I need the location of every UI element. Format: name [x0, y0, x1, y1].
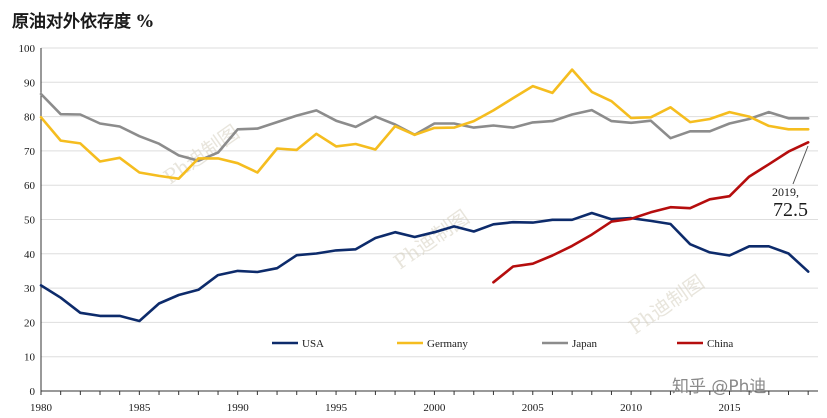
x-tick-label: 1995 [325, 402, 348, 414]
series-line-china [492, 141, 810, 284]
legend-label-germany: Germany [427, 338, 468, 350]
y-tick-label: 100 [19, 43, 36, 55]
legend-label-china: China [707, 338, 733, 350]
annotation-year: 2019, [772, 185, 799, 199]
annotation-value: 72.5 [773, 199, 808, 221]
axes: 0 10 20 30 40 50 60 70 80 90 100 1980 1985 1990 1995 20… [19, 43, 818, 414]
x-tick-label: 1985 [128, 402, 151, 414]
y-tick-label: 0 [30, 386, 36, 398]
x-tick-label: 1990 [227, 402, 250, 414]
x-tick-label: 2010 [620, 402, 643, 414]
chart-title: 原油对外依存度 % [12, 11, 153, 32]
legend-label-japan: Japan [572, 338, 598, 350]
watermark-text: Ph迪制图 [624, 270, 708, 339]
watermark-text: Ph迪制图 [389, 205, 473, 274]
x-tick-label: 2000 [423, 402, 446, 414]
annotation: 2019, 72.5 [772, 145, 809, 221]
y-tick-label: 20 [24, 317, 36, 329]
x-tick-label: 2015 [718, 402, 741, 414]
y-tick-label: 50 [24, 215, 36, 227]
x-tick-label: 2005 [522, 402, 545, 414]
series-line-germany [39, 68, 810, 180]
y-tick-label: 80 [24, 112, 36, 124]
x-tick-label: 1980 [30, 402, 53, 414]
y-tick-label: 30 [24, 283, 36, 295]
y-tick-label: 90 [24, 77, 36, 89]
legend: USA Germany Japan China [272, 338, 733, 350]
series-line-usa [39, 211, 810, 323]
credit-text: 知乎 @Ph迪 [672, 377, 766, 397]
legend-label-usa: USA [302, 338, 324, 350]
series [39, 68, 810, 323]
y-tick-label: 60 [24, 180, 36, 192]
series-line-japan [39, 92, 810, 163]
y-tick-label: 40 [24, 249, 36, 261]
y-tick-label: 70 [24, 146, 36, 158]
y-tick-label: 10 [24, 352, 36, 364]
annotation-leader-line [792, 145, 809, 185]
